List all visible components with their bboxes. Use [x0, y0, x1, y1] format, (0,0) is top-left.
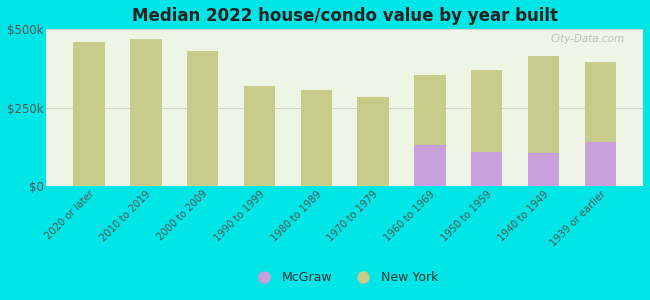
Title: Median 2022 house/condo value by year built: Median 2022 house/condo value by year bu…: [132, 7, 558, 25]
Bar: [414, 75, 445, 186]
Text: City-Data.com: City-Data.com: [551, 34, 625, 44]
Bar: [471, 152, 502, 186]
Bar: [130, 39, 161, 186]
Bar: [414, 145, 445, 186]
Bar: [301, 90, 332, 186]
Bar: [187, 51, 218, 186]
Bar: [528, 56, 559, 186]
Bar: [585, 62, 616, 186]
Legend: McGraw, New York: McGraw, New York: [246, 266, 443, 289]
Bar: [528, 153, 559, 186]
Bar: [358, 97, 389, 186]
Bar: [471, 70, 502, 186]
Bar: [73, 42, 105, 186]
Bar: [244, 86, 275, 186]
Bar: [585, 142, 616, 186]
